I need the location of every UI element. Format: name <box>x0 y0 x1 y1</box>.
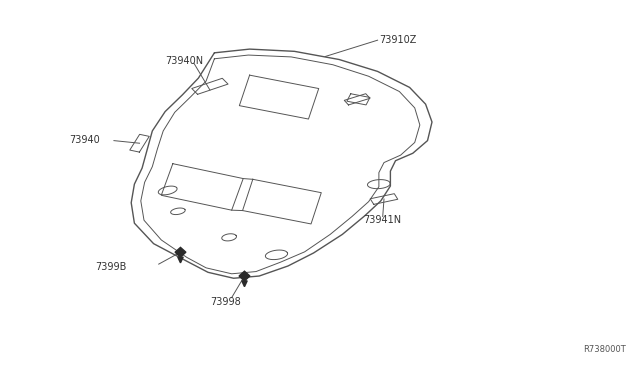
Polygon shape <box>242 281 247 287</box>
Text: 73998: 73998 <box>210 297 241 307</box>
Text: R738000T: R738000T <box>583 345 626 354</box>
Text: 73940: 73940 <box>69 135 100 144</box>
Polygon shape <box>239 271 250 281</box>
Text: 73941N: 73941N <box>364 215 402 225</box>
Text: 7399B: 7399B <box>95 262 126 272</box>
Polygon shape <box>175 247 186 257</box>
Polygon shape <box>178 257 183 263</box>
Text: 73940N: 73940N <box>165 57 204 66</box>
Text: 73910Z: 73910Z <box>379 35 416 45</box>
